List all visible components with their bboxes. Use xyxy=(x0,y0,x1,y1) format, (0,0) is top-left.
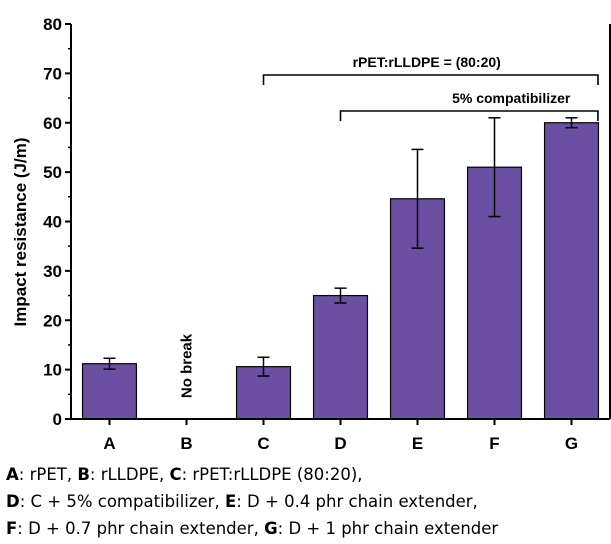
x-tick-label-F: F xyxy=(489,434,499,453)
no-break-label: No break xyxy=(179,333,196,398)
figure-caption: A: rPET, B: rLLDPE, C: rPET:rLLDPE (80:2… xyxy=(6,461,610,542)
x-tick-label-E: E xyxy=(412,434,423,453)
x-tick-label-C: C xyxy=(257,434,269,453)
x-tick-label-G: G xyxy=(565,434,578,453)
y-tick-label-30: 30 xyxy=(43,262,62,281)
caption-line-2: D: C + 5% compatibilizer, E: D + 0.4 phr… xyxy=(6,488,610,515)
caption-key-E: E xyxy=(224,492,237,511)
caption-desc-A: : rPET, xyxy=(18,465,78,484)
y-tick-label-40: 40 xyxy=(43,213,62,232)
caption-desc-C: : rPET:rLLDPE (80:20), xyxy=(181,465,363,484)
bar-A xyxy=(81,363,138,420)
bracket-blend-label: rPET:rLLDPE = (80:20) xyxy=(353,54,501,70)
caption-desc-D: : C + 5% compatibilizer, xyxy=(19,492,225,511)
y-tick-label-80: 80 xyxy=(43,15,62,34)
caption-key-C: C xyxy=(169,465,182,484)
bracket-compatibilizer-label: 5% compatibilizer xyxy=(452,90,571,106)
caption-key-B: B xyxy=(77,465,90,484)
y-axis-label: Impact resistance (J/m) xyxy=(11,138,30,327)
caption-key-F: F xyxy=(6,519,18,538)
bar-chart: 0 10 20 30 40 50 60 70 80 A B C D E F G No break rPET:rL… xyxy=(11,15,611,453)
y-tick-label-60: 60 xyxy=(43,114,62,133)
caption-line-1: A: rPET, B: rLLDPE, C: rPET:rLLDPE (80:2… xyxy=(6,461,610,488)
caption-line-3: F: D + 0.7 phr chain extender, G: D + 1 … xyxy=(6,515,610,542)
x-tick-label-D: D xyxy=(334,434,346,453)
bars xyxy=(81,117,600,420)
bracket-compatibilizer xyxy=(339,110,599,121)
bar-D xyxy=(312,294,369,420)
y-tick-label-10: 10 xyxy=(43,361,62,380)
caption-key-G: G xyxy=(264,519,278,538)
caption-desc-B: : rLLDPE, xyxy=(89,465,170,484)
bracket-blend xyxy=(262,74,599,85)
y-tick-label-70: 70 xyxy=(43,64,62,83)
y-tick-label-20: 20 xyxy=(43,311,62,330)
annotations: No break rPET:rLLDPE = (80:20) 5% compatib… xyxy=(179,54,599,398)
y-tick-label-0: 0 xyxy=(53,410,62,429)
caption-desc-E: : D + 0.4 phr chain extender, xyxy=(236,492,478,511)
caption-desc-G: : D + 1 phr chain extender xyxy=(277,519,499,538)
x-tick-label-B: B xyxy=(180,434,192,453)
axes: 0 10 20 30 40 50 60 70 80 A B C D E F G xyxy=(43,15,611,453)
y-tick-label-50: 50 xyxy=(43,163,62,182)
caption-key-A: A xyxy=(6,465,19,484)
caption-key-D: D xyxy=(6,492,20,511)
bar-G xyxy=(543,122,600,420)
caption-desc-F: : D + 0.7 phr chain extender, xyxy=(17,519,265,538)
x-tick-label-A: A xyxy=(103,434,115,453)
